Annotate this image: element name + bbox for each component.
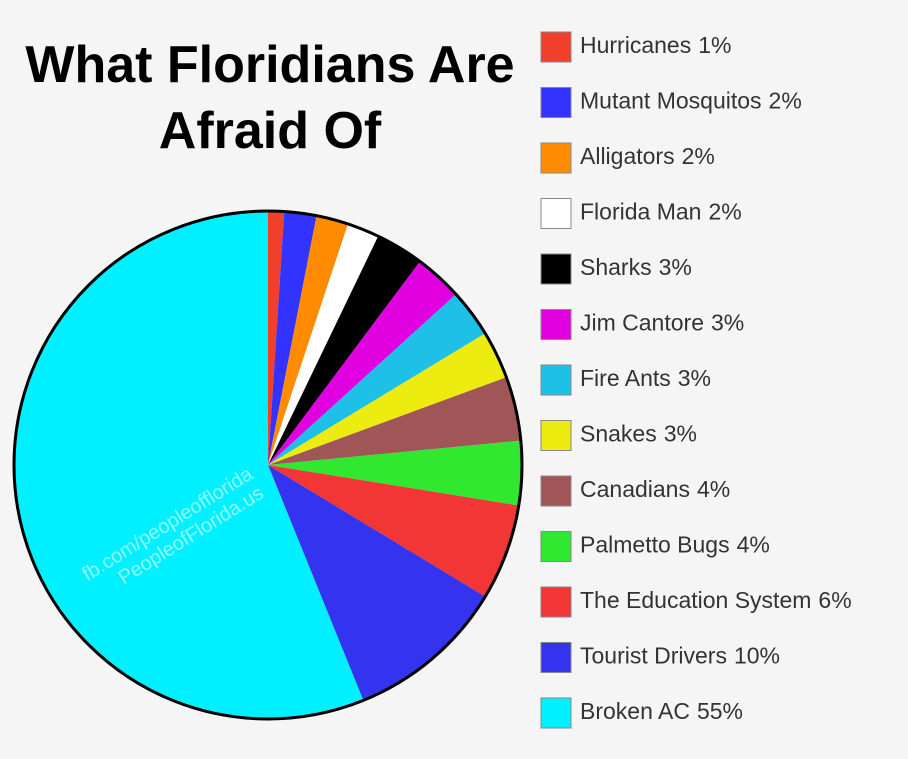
legend-label: Sharks 3% (580, 254, 692, 280)
legend-name: The Education System (580, 587, 811, 613)
legend-name: Hurricanes (580, 32, 691, 58)
pie-slice (268, 223, 379, 465)
legend-value: 2% (769, 88, 802, 114)
legend-name: Florida Man (580, 199, 701, 225)
legend-label: Jim Cantore 3% (580, 310, 744, 336)
legend-label: Snakes 3% (580, 421, 697, 447)
legend-value: 3% (659, 254, 692, 280)
legend-value: 1% (698, 32, 731, 58)
legend-swatch (540, 142, 572, 174)
pie-slice (268, 377, 521, 465)
pie-slice (268, 211, 317, 465)
pie-slice (268, 465, 486, 701)
legend-value: 2% (682, 143, 715, 169)
legend-value: 4% (737, 532, 770, 558)
pie-slice (268, 465, 519, 597)
legend-name: Sharks (580, 254, 652, 280)
legend-value: 2% (708, 199, 741, 225)
legend-swatch (540, 309, 572, 340)
pie-slice (268, 215, 349, 465)
legend-label: The Education System 6% (580, 587, 852, 613)
legend-label: Mutant Mosquitos 2% (580, 88, 802, 114)
legend-name: Mutant Mosquitos (580, 88, 762, 114)
legend-label: Hurricanes 1% (580, 32, 731, 58)
legend-name: Alligators (580, 143, 675, 169)
pie-slice (13, 211, 364, 719)
legend-swatch (540, 531, 572, 562)
pie-slice (268, 440, 522, 506)
legend-swatch (540, 420, 572, 451)
legend-swatch (540, 642, 572, 673)
pie-slice (268, 294, 486, 465)
legend-swatch (540, 87, 572, 118)
legend-swatch (540, 31, 572, 63)
legend-label: Tourist Drivers 10% (580, 643, 780, 669)
legend-swatch (540, 586, 572, 618)
legend-swatch (540, 364, 572, 396)
legend-swatch (540, 253, 572, 285)
legend-name: Canadians (580, 476, 690, 502)
legend-name: Broken AC (580, 698, 690, 724)
pie-slice (268, 236, 420, 465)
legend-label: Palmetto Bugs 4% (580, 532, 770, 558)
legend-value: 10% (734, 643, 780, 669)
legend-swatch (540, 475, 572, 507)
legend-value: 4% (697, 476, 730, 502)
legend-value: 6% (818, 587, 851, 613)
legend-swatch (540, 697, 572, 729)
legend-value: 3% (711, 310, 744, 336)
pie-outline (12, 209, 524, 721)
legend-name: Snakes (580, 421, 657, 447)
pie-slice (268, 333, 507, 465)
legend-value: 55% (697, 698, 743, 724)
legend-label: Florida Man 2% (580, 199, 742, 225)
legend-label: Fire Ants 3% (580, 365, 711, 391)
pie-slice (268, 211, 285, 465)
legend-name: Palmetto Bugs (580, 532, 730, 558)
pie-slice (268, 261, 457, 465)
legend-name: Fire Ants (580, 365, 671, 391)
legend-label: Broken AC 55% (580, 698, 743, 724)
legend-swatch (540, 198, 572, 229)
legend-name: Jim Cantore (580, 310, 704, 336)
legend-label: Alligators 2% (580, 143, 715, 169)
legend-value: 3% (678, 365, 711, 391)
legend-label: Canadians 4% (580, 476, 730, 502)
legend-value: 3% (664, 421, 697, 447)
chart-title: What Floridians Are Afraid Of (25, 36, 515, 160)
legend-name: Tourist Drivers (580, 643, 727, 669)
